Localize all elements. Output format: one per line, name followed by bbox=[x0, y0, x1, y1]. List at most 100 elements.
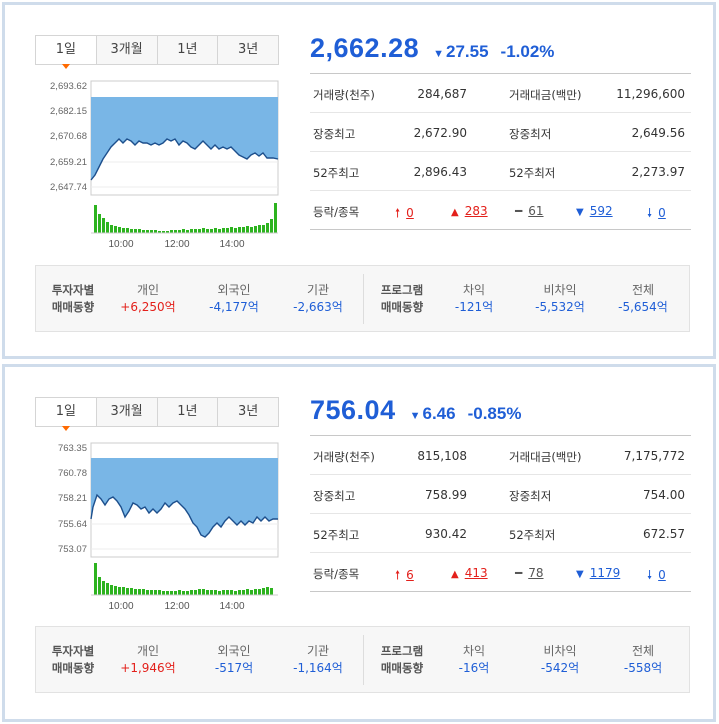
volume-bar bbox=[214, 590, 217, 595]
quote-header: 756.04 ▼ 6.46 -0.85% bbox=[310, 395, 690, 435]
flow-cell-institution: 기관 -1,164억 bbox=[278, 643, 358, 677]
volume-bar bbox=[170, 591, 173, 595]
stat-value: 815,108 bbox=[417, 449, 467, 463]
stat-label: 52주최저 bbox=[509, 166, 556, 180]
upper-limit-count[interactable]: 🠕 6 bbox=[395, 566, 414, 587]
volume-bar bbox=[190, 590, 193, 595]
stat-label: 거래량(천주) bbox=[313, 88, 375, 102]
volume-bar bbox=[158, 590, 161, 595]
volume-bar bbox=[142, 589, 145, 595]
stat-value: 2,896.43 bbox=[413, 165, 467, 179]
trading-flow-box: 투자자별 매매동향 개인 +6,250억 외국인 -4,177억 기관 -2,66… bbox=[35, 265, 690, 332]
volume-bar bbox=[138, 589, 141, 595]
price-area bbox=[91, 97, 278, 180]
intraday-chart-svg: 763.35 760.78 758.21 755.64 753.07 10:00… bbox=[58, 442, 279, 612]
volume-bar bbox=[218, 591, 221, 595]
x-tick-label: 14:00 bbox=[219, 239, 244, 250]
volume-bar bbox=[230, 227, 233, 233]
volume-bar bbox=[110, 585, 113, 595]
change-value: 6.46 bbox=[422, 404, 456, 423]
rise-count[interactable]: ▲ 283 bbox=[451, 204, 488, 218]
stat-value: 672.57 bbox=[643, 527, 685, 541]
upper-limit-count[interactable]: 🠕 0 bbox=[395, 204, 414, 225]
tab-1day[interactable]: 1일 bbox=[36, 36, 96, 69]
volume-bar bbox=[250, 590, 253, 595]
flow-value: +1,946억 bbox=[120, 661, 176, 675]
volume-bar bbox=[218, 229, 221, 233]
flow-value: +6,250억 bbox=[120, 300, 176, 314]
volume-bar bbox=[102, 581, 105, 595]
triangle-down-icon: ▼ bbox=[409, 410, 421, 422]
triangle-up-icon: ▲ bbox=[451, 207, 459, 218]
tab-3month[interactable]: 3개월 bbox=[95, 36, 157, 64]
flow-divider bbox=[363, 274, 364, 324]
flat-count[interactable]: ━ 61 bbox=[515, 204, 544, 218]
dash-icon: ━ bbox=[515, 204, 523, 218]
volume-bar bbox=[114, 586, 117, 595]
upper-limit-link[interactable]: 6 bbox=[406, 568, 414, 582]
flow-divider bbox=[363, 635, 364, 685]
fall-link[interactable]: 592 bbox=[589, 204, 613, 218]
rise-count[interactable]: ▲ 413 bbox=[451, 566, 488, 580]
y-tick-label: 763.35 bbox=[58, 443, 87, 454]
tab-1year[interactable]: 1년 bbox=[156, 398, 218, 426]
rise-link[interactable]: 283 bbox=[464, 204, 488, 218]
flat-link[interactable]: 61 bbox=[528, 204, 544, 218]
investor-flow-head: 투자자별 매매동향 bbox=[43, 643, 103, 677]
volume-bar bbox=[198, 589, 201, 595]
flow-label: 외국인 bbox=[217, 283, 251, 297]
rise-link[interactable]: 413 bbox=[464, 566, 488, 580]
volume-bar bbox=[238, 590, 241, 595]
flat-link[interactable]: 78 bbox=[528, 566, 544, 580]
volume-bar bbox=[226, 228, 229, 233]
updown-label: 등락/종목 bbox=[313, 205, 360, 219]
tab-3year[interactable]: 3년 bbox=[217, 36, 278, 64]
lower-limit-count[interactable]: 🠗 0 bbox=[647, 204, 666, 225]
flow-cell-arbitrage: 차익 -121억 bbox=[434, 282, 514, 316]
stat-value: 758.99 bbox=[425, 488, 467, 502]
volume-bar bbox=[230, 590, 233, 595]
stat-value: 2,672.90 bbox=[413, 126, 467, 140]
fall-link[interactable]: 1179 bbox=[589, 566, 621, 580]
lower-limit-link[interactable]: 0 bbox=[658, 568, 666, 582]
price-line bbox=[90, 138, 279, 181]
volume-bar bbox=[98, 577, 101, 595]
upper-limit-link[interactable]: 0 bbox=[406, 206, 414, 220]
flow-label: 차익 bbox=[462, 283, 486, 297]
tab-1year[interactable]: 1년 bbox=[156, 36, 218, 64]
volume-bar bbox=[94, 563, 97, 595]
y-tick-label: 760.78 bbox=[58, 468, 87, 479]
volume-bar bbox=[206, 229, 209, 233]
current-price: 2,662.28 bbox=[310, 33, 420, 63]
lower-limit-count[interactable]: 🠗 0 bbox=[647, 566, 666, 587]
stat-value: 2,649.56 bbox=[631, 126, 685, 140]
flat-count[interactable]: ━ 78 bbox=[515, 566, 544, 580]
updown-row: 등락/종목 🠕 0 ▲ 283 ━ 61 ▼ 592 🠗 0 bbox=[310, 191, 691, 230]
current-price: 756.04 bbox=[310, 395, 396, 425]
fall-count[interactable]: ▼ 592 bbox=[576, 204, 613, 218]
volume-bar bbox=[122, 587, 125, 595]
stats-row: 52주최고 930.42 52주최저 672.57 bbox=[310, 514, 691, 553]
volume-bar bbox=[98, 214, 101, 233]
fall-count[interactable]: ▼ 1179 bbox=[576, 566, 620, 580]
volume-bar bbox=[234, 228, 237, 233]
volume-bar bbox=[258, 225, 261, 233]
flow-cell-non-arbitrage: 비차익 -5,532억 bbox=[520, 282, 600, 316]
volume-bar bbox=[166, 231, 169, 233]
tab-3year[interactable]: 3년 bbox=[217, 398, 278, 426]
price-change: ▼ 27.55 bbox=[433, 42, 488, 62]
tab-1day[interactable]: 1일 bbox=[36, 398, 96, 431]
flow-head-line: 매매동향 bbox=[380, 661, 424, 675]
y-tick-label: 2,682.15 bbox=[50, 106, 87, 117]
tab-3month[interactable]: 3개월 bbox=[95, 398, 157, 426]
change-value: 27.55 bbox=[446, 42, 489, 61]
stat-label: 거래량(천주) bbox=[313, 450, 375, 464]
volume-bar bbox=[170, 230, 173, 233]
volume-bar bbox=[206, 590, 209, 595]
lower-limit-link[interactable]: 0 bbox=[658, 206, 666, 220]
arrow-down-icon: 🠗 bbox=[647, 568, 653, 582]
flow-cell-individual: 개인 +6,250억 bbox=[108, 282, 188, 316]
volume-bar bbox=[242, 590, 245, 595]
stat-value: 2,273.97 bbox=[631, 165, 685, 179]
volume-bar bbox=[166, 591, 169, 595]
